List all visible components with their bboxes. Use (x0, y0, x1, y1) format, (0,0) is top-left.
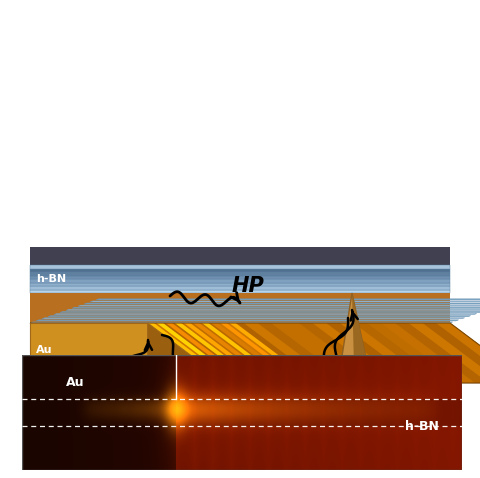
Polygon shape (230, 323, 324, 383)
Polygon shape (30, 378, 228, 438)
Polygon shape (295, 400, 430, 410)
Polygon shape (184, 323, 270, 383)
Polygon shape (258, 323, 351, 383)
Polygon shape (30, 275, 450, 279)
Polygon shape (395, 323, 480, 383)
Polygon shape (216, 323, 310, 383)
Polygon shape (30, 322, 453, 323)
Polygon shape (36, 320, 459, 321)
Polygon shape (409, 323, 480, 383)
Polygon shape (244, 323, 337, 383)
Polygon shape (312, 323, 406, 383)
Polygon shape (30, 323, 480, 383)
Polygon shape (352, 293, 375, 400)
Polygon shape (30, 323, 148, 378)
Text: HP: HP (232, 276, 264, 296)
Polygon shape (166, 323, 252, 383)
Polygon shape (285, 323, 379, 383)
Polygon shape (54, 314, 477, 315)
Polygon shape (220, 323, 307, 383)
Polygon shape (189, 323, 283, 383)
Polygon shape (299, 323, 393, 383)
Polygon shape (202, 323, 288, 383)
Polygon shape (368, 323, 461, 383)
Polygon shape (48, 315, 471, 317)
Polygon shape (229, 323, 315, 383)
Text: Au: Au (66, 376, 84, 389)
Text: h-BN: h-BN (36, 274, 66, 284)
Polygon shape (60, 312, 480, 313)
Polygon shape (30, 293, 450, 323)
Polygon shape (30, 286, 450, 290)
Polygon shape (148, 323, 228, 438)
Polygon shape (420, 410, 430, 450)
Polygon shape (30, 323, 228, 383)
Polygon shape (175, 323, 269, 383)
Polygon shape (30, 247, 450, 265)
Polygon shape (354, 323, 447, 383)
Polygon shape (30, 290, 450, 293)
Polygon shape (30, 265, 450, 269)
Polygon shape (271, 323, 365, 383)
Polygon shape (335, 293, 375, 400)
Polygon shape (381, 323, 475, 383)
Polygon shape (295, 410, 430, 450)
Polygon shape (30, 323, 480, 383)
Polygon shape (211, 323, 298, 383)
Polygon shape (90, 301, 480, 302)
Polygon shape (161, 323, 255, 383)
Polygon shape (436, 323, 480, 383)
Polygon shape (148, 323, 234, 383)
Polygon shape (42, 318, 465, 319)
Polygon shape (78, 305, 480, 306)
Polygon shape (156, 323, 243, 383)
Polygon shape (203, 323, 296, 383)
Polygon shape (422, 323, 480, 383)
Polygon shape (175, 323, 261, 383)
Polygon shape (30, 272, 450, 275)
Polygon shape (326, 323, 420, 383)
Text: h-BN: h-BN (405, 420, 439, 433)
Polygon shape (30, 269, 450, 272)
Polygon shape (96, 299, 480, 300)
Polygon shape (193, 323, 279, 383)
Polygon shape (72, 307, 480, 308)
Polygon shape (84, 303, 480, 304)
Polygon shape (66, 309, 480, 310)
Polygon shape (30, 282, 450, 286)
Polygon shape (340, 323, 434, 383)
Polygon shape (148, 323, 241, 383)
Text: Au: Au (36, 345, 52, 355)
Polygon shape (30, 279, 450, 282)
